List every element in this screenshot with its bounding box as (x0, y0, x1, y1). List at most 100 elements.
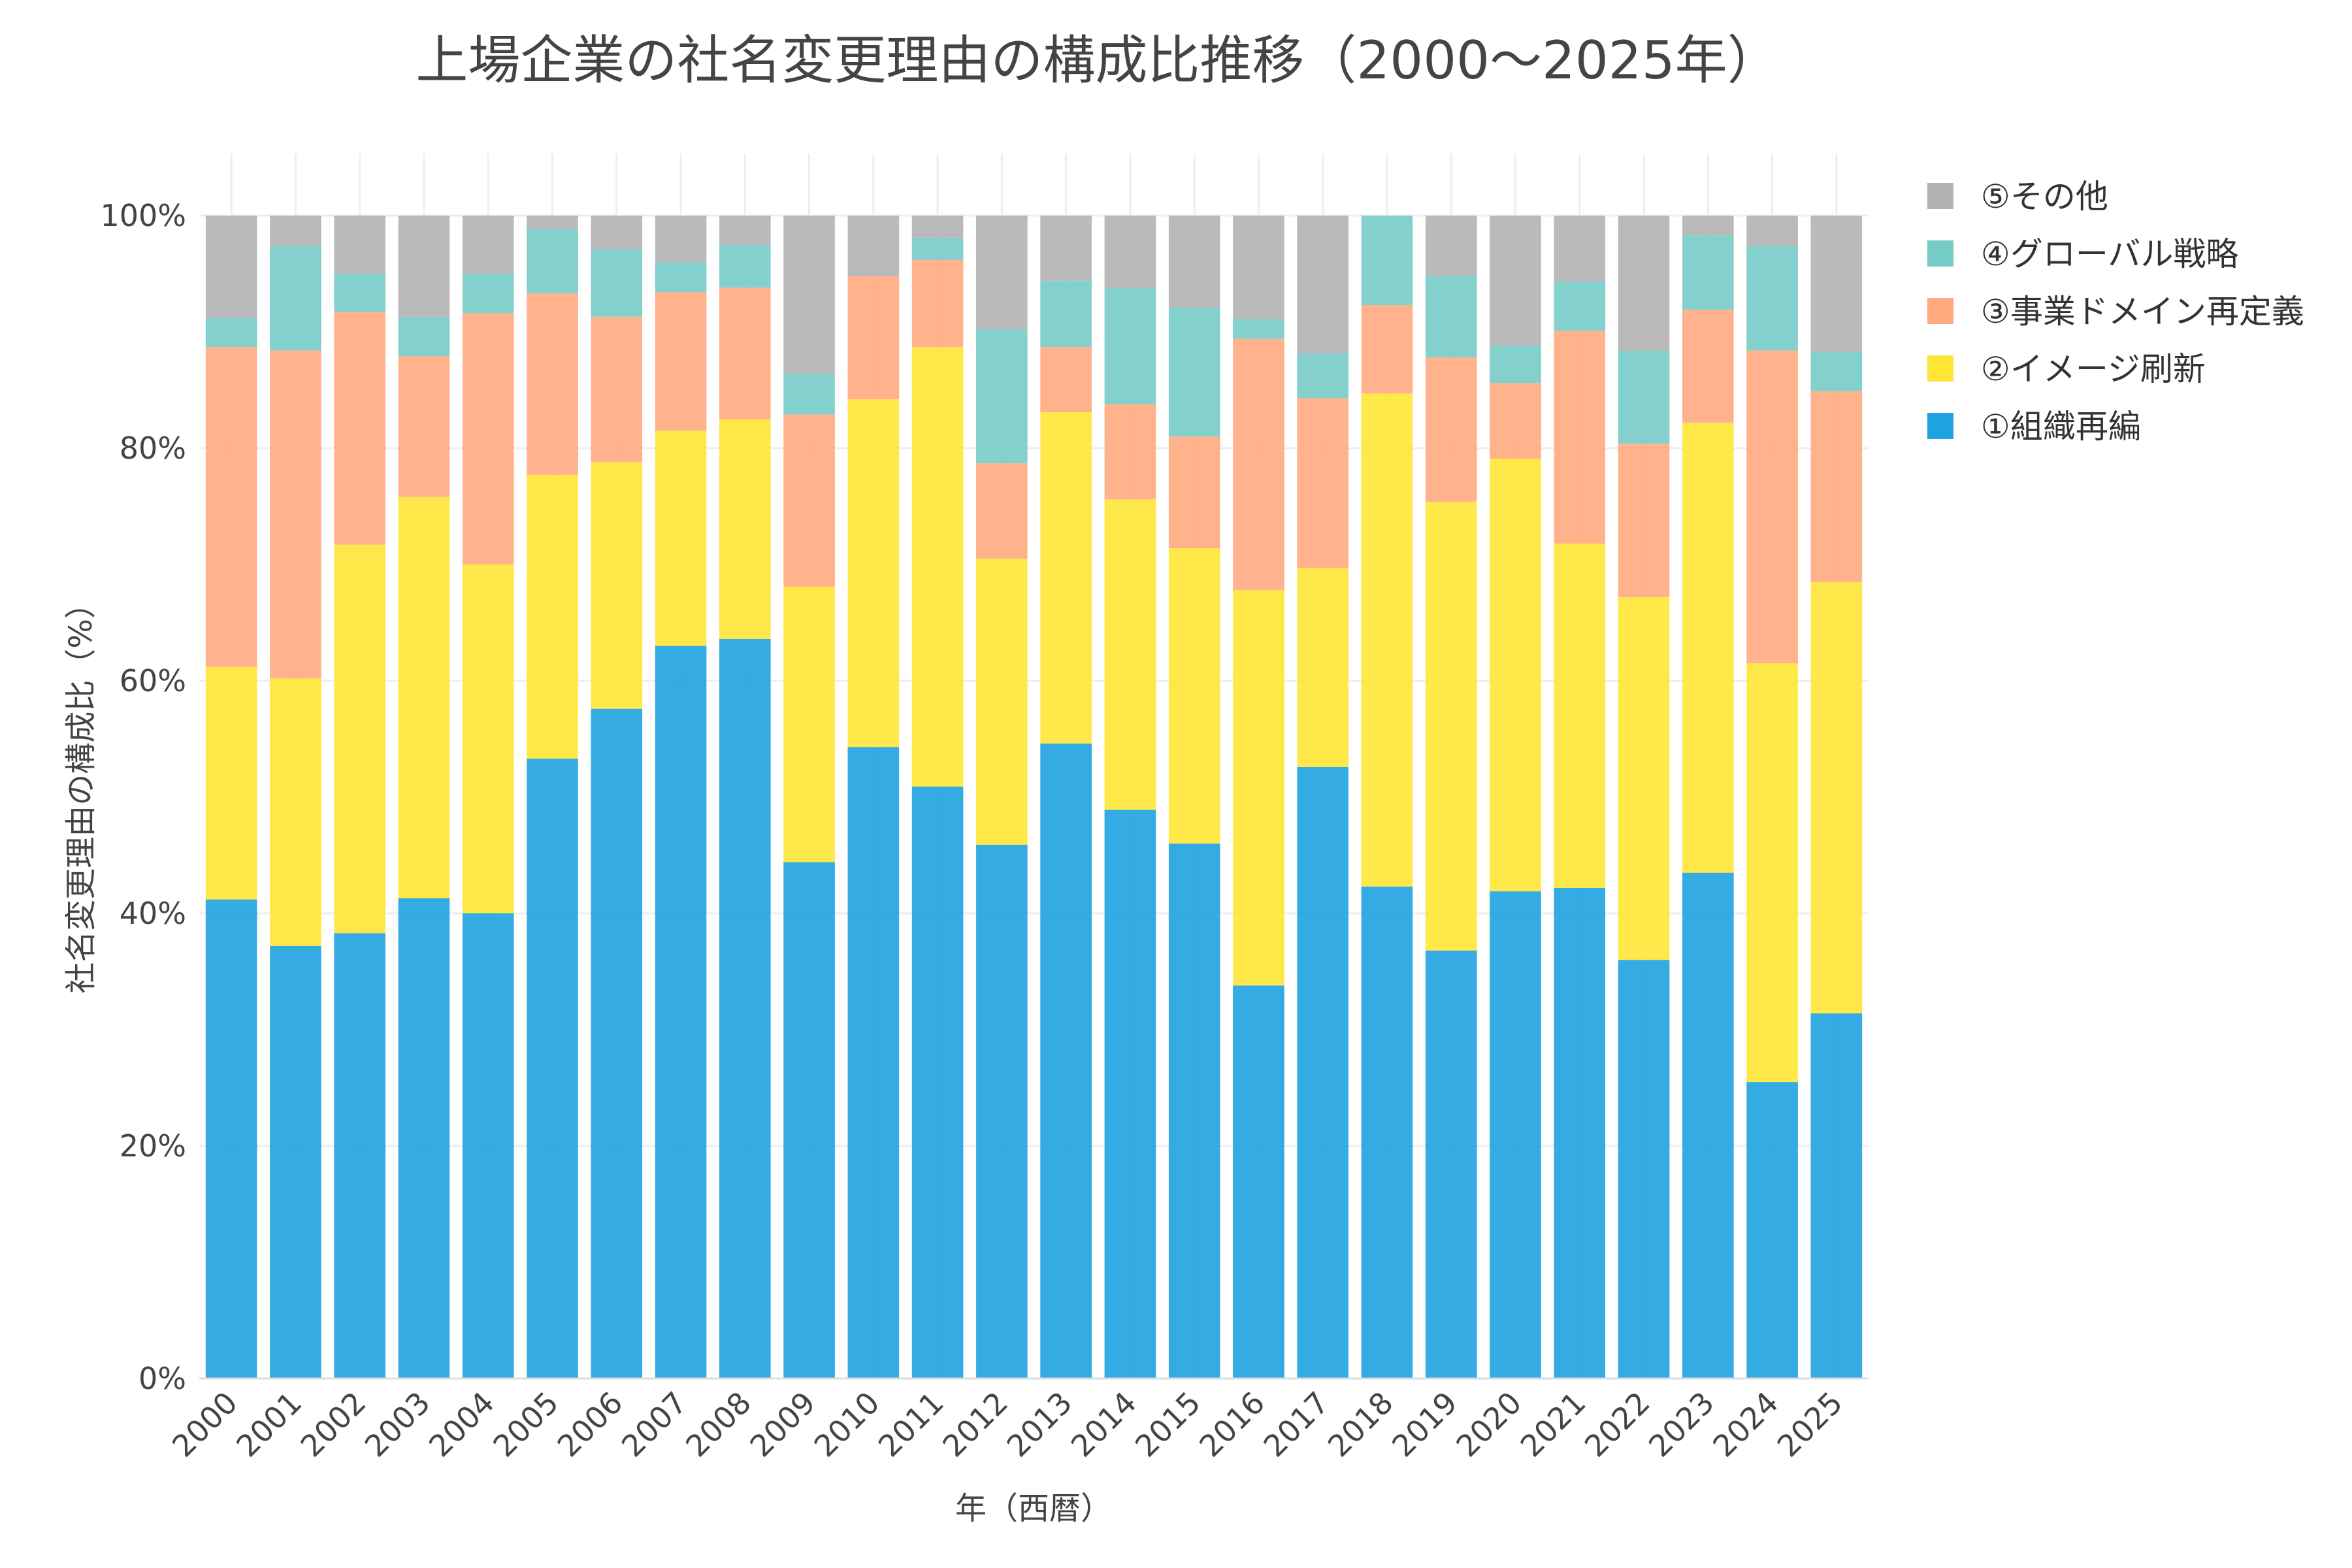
bar-segment-2019-series-4 (1425, 276, 1477, 358)
bar-segment-2021-series-2 (1554, 543, 1606, 888)
bar-segment-2005-series-5 (527, 216, 578, 229)
bar-segment-2008-series-1 (719, 638, 771, 1379)
bar-segment-2023-series-5 (1682, 216, 1734, 236)
bar-segment-2017-series-3 (1297, 398, 1349, 568)
bar-segment-2003-series-4 (398, 316, 450, 357)
bar-segment-2020-series-4 (1490, 346, 1541, 384)
bar-segment-2017-series-5 (1297, 216, 1349, 354)
bar-segment-2000-series-3 (205, 347, 257, 667)
bar-segment-2016-series-5 (1233, 216, 1284, 319)
bar-segment-2008-series-2 (719, 419, 771, 639)
bar-segment-2017-series-2 (1297, 568, 1349, 768)
bar-segment-2003-series-3 (398, 356, 450, 497)
bar-segment-2015-series-1 (1168, 843, 1220, 1379)
bar-segment-2008-series-5 (719, 216, 771, 245)
bar-segment-2011-series-5 (911, 216, 964, 238)
bar-segment-2007-series-3 (655, 292, 707, 431)
bar-segment-2002-series-2 (334, 544, 385, 934)
bar-segment-2019-series-5 (1425, 216, 1477, 276)
bar-segment-2011-series-3 (911, 259, 964, 348)
bar-segment-2011-series-4 (911, 237, 964, 260)
bar-segment-2004-series-1 (462, 913, 514, 1379)
bar-segment-2005-series-2 (527, 474, 578, 759)
bar-segment-2022-series-3 (1618, 443, 1670, 597)
bar-segment-2012-series-2 (976, 559, 1028, 845)
bar-segment-2014-series-1 (1104, 809, 1156, 1379)
bar-segment-2015-series-2 (1168, 548, 1220, 844)
bar-segment-2024-series-5 (1746, 216, 1798, 246)
bar-segment-2015-series-4 (1168, 307, 1220, 437)
bar-segment-2016-series-1 (1233, 985, 1284, 1379)
bar-segment-2020-series-3 (1490, 383, 1541, 459)
bar-segment-2023-series-3 (1682, 310, 1734, 423)
legend-label: ⑤その他 (1981, 178, 2108, 216)
bar-segment-2012-series-1 (976, 844, 1028, 1379)
legend-swatch (1927, 355, 1953, 382)
bar-segment-2024-series-3 (1746, 350, 1798, 664)
bar-segment-2001-series-5 (270, 216, 321, 246)
bar-segment-2008-series-4 (719, 244, 771, 288)
bar-segment-2018-series-1 (1361, 887, 1413, 1379)
y-tick-label: 20% (120, 1128, 186, 1164)
bar-segment-2001-series-1 (270, 945, 321, 1379)
bar-segment-2023-series-2 (1682, 422, 1734, 873)
bar-segment-2000-series-1 (205, 899, 257, 1379)
bar-segment-2019-series-1 (1425, 950, 1477, 1379)
bar-segment-2011-series-2 (911, 347, 964, 787)
legend: ⑤その他 ④グローバル戦略 ③事業ドメイン再定義 ②イメージ刷新 ①組織再編 (1927, 178, 2304, 446)
bar-segment-2009-series-5 (783, 216, 835, 374)
bar-segment-2016-series-3 (1233, 338, 1284, 591)
bar-segment-2014-series-3 (1104, 404, 1156, 500)
bar-segment-2019-series-2 (1425, 501, 1477, 951)
y-tick-label: 60% (120, 663, 186, 698)
bar-segment-2002-series-5 (334, 216, 385, 274)
bar-segment-2023-series-4 (1682, 235, 1734, 310)
bar-segment-2006-series-3 (591, 316, 643, 463)
bar-segment-2008-series-3 (719, 287, 771, 419)
legend-label: ④グローバル戦略 (1981, 235, 2238, 273)
y-tick-label: 0% (139, 1361, 186, 1396)
y-tick-label: 80% (120, 431, 186, 466)
bar-segment-2013-series-4 (1040, 280, 1092, 348)
bar-segment-2009-series-1 (783, 862, 835, 1379)
bar-segment-2000-series-5 (205, 216, 257, 318)
bar-segment-2022-series-1 (1618, 960, 1670, 1379)
bar-segment-2012-series-3 (976, 463, 1028, 559)
chart-title: 上場企業の社名変更理由の構成比推移（2000～2025年） (416, 30, 1779, 91)
bar-segment-2010-series-3 (847, 276, 900, 400)
bar-segment-2018-series-3 (1361, 305, 1413, 394)
bar-segment-2009-series-3 (783, 414, 835, 587)
legend-swatch (1927, 298, 1953, 324)
bar-segment-2005-series-3 (527, 293, 578, 475)
bar-segment-2020-series-5 (1490, 216, 1541, 346)
bar-segment-2006-series-4 (591, 249, 643, 317)
bar-segment-2020-series-2 (1490, 459, 1541, 892)
bar-segment-2010-series-5 (847, 216, 900, 276)
legend-swatch (1927, 183, 1953, 209)
bar-segment-2015-series-5 (1168, 216, 1220, 308)
bar-segment-2005-series-4 (527, 228, 578, 294)
y-axis-title: 社名変更理由の構成比（%） (63, 587, 99, 994)
bar-segment-2014-series-5 (1104, 216, 1156, 288)
bar-segment-2023-series-1 (1682, 872, 1734, 1379)
legend-swatch (1927, 240, 1953, 267)
bar-segment-2011-series-1 (911, 786, 964, 1379)
bar-segment-2013-series-1 (1040, 743, 1092, 1379)
bar-segment-2017-series-1 (1297, 767, 1349, 1379)
bar-segment-2018-series-4 (1361, 216, 1413, 306)
bar-segment-2025-series-4 (1810, 351, 1863, 391)
bar-segment-2001-series-4 (270, 246, 321, 351)
bar-segment-2004-series-2 (462, 564, 514, 913)
y-tick-label: 100% (100, 198, 186, 233)
x-axis-title: 年（西暦） (955, 1490, 1112, 1527)
bar-segment-2015-series-3 (1168, 436, 1220, 549)
y-tick-label: 40% (120, 896, 186, 931)
bar-segment-2004-series-3 (462, 313, 514, 564)
bar-segment-2021-series-1 (1554, 887, 1606, 1379)
bar-segment-2000-series-4 (205, 318, 257, 348)
bar-segment-2002-series-3 (334, 312, 385, 545)
bar-segment-2006-series-5 (591, 216, 643, 250)
bar-segment-2004-series-4 (462, 274, 514, 314)
bar-segment-2003-series-1 (398, 898, 450, 1379)
